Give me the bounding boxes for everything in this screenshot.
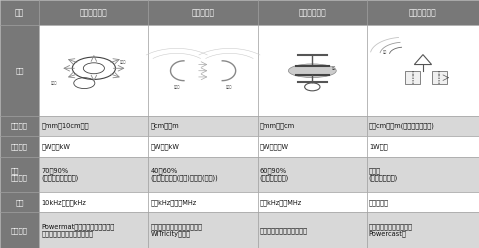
Text: 频率: 频率	[15, 199, 24, 206]
Bar	[258, 156, 367, 192]
Bar	[0, 26, 39, 116]
Text: 竹中工务店、村田制作所等: 竹中工务店、村田制作所等	[260, 227, 308, 234]
Bar	[258, 213, 367, 248]
Text: 二次侧: 二次侧	[226, 85, 233, 89]
Bar	[367, 116, 479, 136]
Bar	[367, 136, 479, 156]
Text: 数W～数百W: 数W～数百W	[260, 143, 289, 150]
Text: 数百kHz～数MHz: 数百kHz～数MHz	[260, 199, 302, 206]
Text: 供电电力: 供电电力	[11, 143, 28, 150]
Bar	[39, 213, 148, 248]
Text: 蓄
电
器: 蓄 电 器	[438, 71, 440, 84]
Bar	[367, 156, 479, 192]
Text: 70～90%
(其余主要变成热量): 70～90% (其余主要变成热量)	[41, 167, 79, 182]
Text: 信号: 信号	[383, 50, 387, 54]
Bar	[148, 136, 258, 156]
Bar	[39, 26, 148, 116]
Bar	[258, 192, 367, 213]
Text: 中波～微波: 中波～微波	[369, 199, 389, 206]
Bar	[39, 0, 148, 26]
Bar	[432, 71, 447, 84]
Bar	[148, 0, 258, 26]
Bar	[39, 156, 148, 192]
Bar	[258, 26, 367, 116]
Text: 10kHz～数百kHz: 10kHz～数百kHz	[41, 199, 86, 206]
Text: 二次侧: 二次侧	[120, 60, 126, 64]
Bar	[148, 213, 258, 248]
Bar	[258, 136, 367, 156]
Bar	[405, 71, 420, 84]
Text: Powermat、三洋电机、精工爱普
生、昭和飞机工业等众多企业: Powermat、三洋电机、精工爱普 生、昭和飞机工业等众多企业	[41, 223, 114, 237]
Bar	[258, 0, 367, 26]
Text: 负载: 负载	[331, 66, 336, 70]
Bar	[148, 192, 258, 213]
Bar	[148, 116, 258, 136]
Text: 一次侧: 一次侧	[51, 81, 57, 85]
Text: 电场耦合方式: 电场耦合方式	[298, 8, 326, 17]
Text: 一次侧: 一次侧	[173, 85, 180, 89]
Bar	[0, 156, 39, 192]
Text: 数cm～数m: 数cm～数m	[150, 123, 179, 129]
Bar	[367, 192, 479, 213]
Text: 数百kHz～数十MHz: 数百kHz～数十MHz	[150, 199, 197, 206]
Bar	[39, 192, 148, 213]
Bar	[258, 116, 367, 136]
Text: 40～60%
(其余变成热量(磁损)和电波(电场)): 40～60% (其余变成热量(磁损)和电波(电场))	[150, 167, 218, 182]
Text: 数十cm～数m(面向家庭内设备): 数十cm～数m(面向家庭内设备)	[369, 123, 435, 129]
Text: 1W以下: 1W以下	[369, 143, 388, 150]
Text: 60～90%
(其余变成热量): 60～90% (其余变成热量)	[260, 167, 289, 182]
Text: 数mm～数cm: 数mm～数cm	[260, 123, 295, 129]
Bar	[0, 213, 39, 248]
Text: 数W～数kW: 数W～数kW	[41, 143, 70, 150]
Text: 概要: 概要	[15, 67, 24, 74]
Text: 长野日本无线、高通、索尼、
WiTricity等公司: 长野日本无线、高通、索尼、 WiTricity等公司	[150, 223, 203, 237]
Text: 数W～数kW: 数W～数kW	[150, 143, 179, 150]
Text: 相当低
(其余变成电波): 相当低 (其余变成电波)	[369, 167, 398, 182]
Text: 类别: 类别	[15, 8, 24, 17]
Text: 磁共振方式: 磁共振方式	[192, 8, 215, 17]
Bar	[367, 26, 479, 116]
Text: 电磁感应方式: 电磁感应方式	[80, 8, 108, 17]
Bar	[367, 213, 479, 248]
Bar	[148, 156, 258, 192]
Text: 涉足企业: 涉足企业	[11, 227, 28, 234]
Bar	[0, 0, 39, 26]
Text: 整
流
器: 整 流 器	[411, 71, 413, 84]
Bar	[39, 116, 148, 136]
Bar	[0, 116, 39, 136]
Bar	[39, 136, 148, 156]
Text: 英特尔、日本电业工作、
Powercast等: 英特尔、日本电业工作、 Powercast等	[369, 223, 413, 237]
Bar	[0, 192, 39, 213]
Bar	[367, 0, 479, 26]
Bar	[0, 136, 39, 156]
Text: 供电距离: 供电距离	[11, 123, 28, 129]
Text: 电力
利用效率: 电力 利用效率	[11, 167, 28, 182]
Bar	[148, 26, 258, 116]
Text: 电波接收方式: 电波接收方式	[409, 8, 437, 17]
Text: 数mm～10cm左右: 数mm～10cm左右	[41, 123, 89, 129]
Ellipse shape	[288, 64, 336, 78]
